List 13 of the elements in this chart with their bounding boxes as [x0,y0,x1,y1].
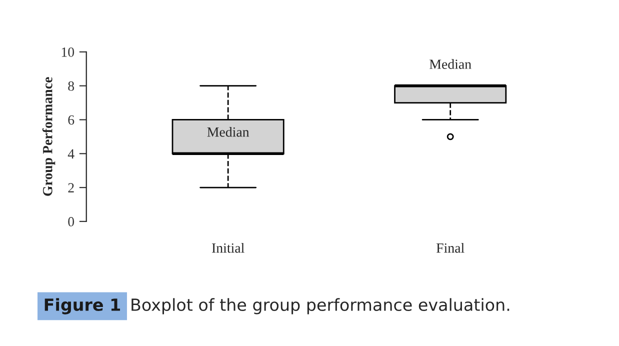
y-tick-label: 8 [68,81,74,91]
annotation: Median [207,126,250,137]
y-tick-label: 2 [68,183,74,192]
caption: Figure 1 [44,298,120,314]
text: Boxplot of the group performance evaluation. [132,298,510,314]
x-tick-label: Final [436,242,464,253]
y-tick-label: 10 [62,47,74,57]
y-tick-label: 4 [68,149,74,158]
y-axis-title: Group Performance [42,77,56,196]
annotation: Median [430,59,472,69]
y-tick-label: 0 [68,217,74,226]
y-tick-label: 6 [68,115,74,125]
x-tick-label: Initial [212,242,244,253]
